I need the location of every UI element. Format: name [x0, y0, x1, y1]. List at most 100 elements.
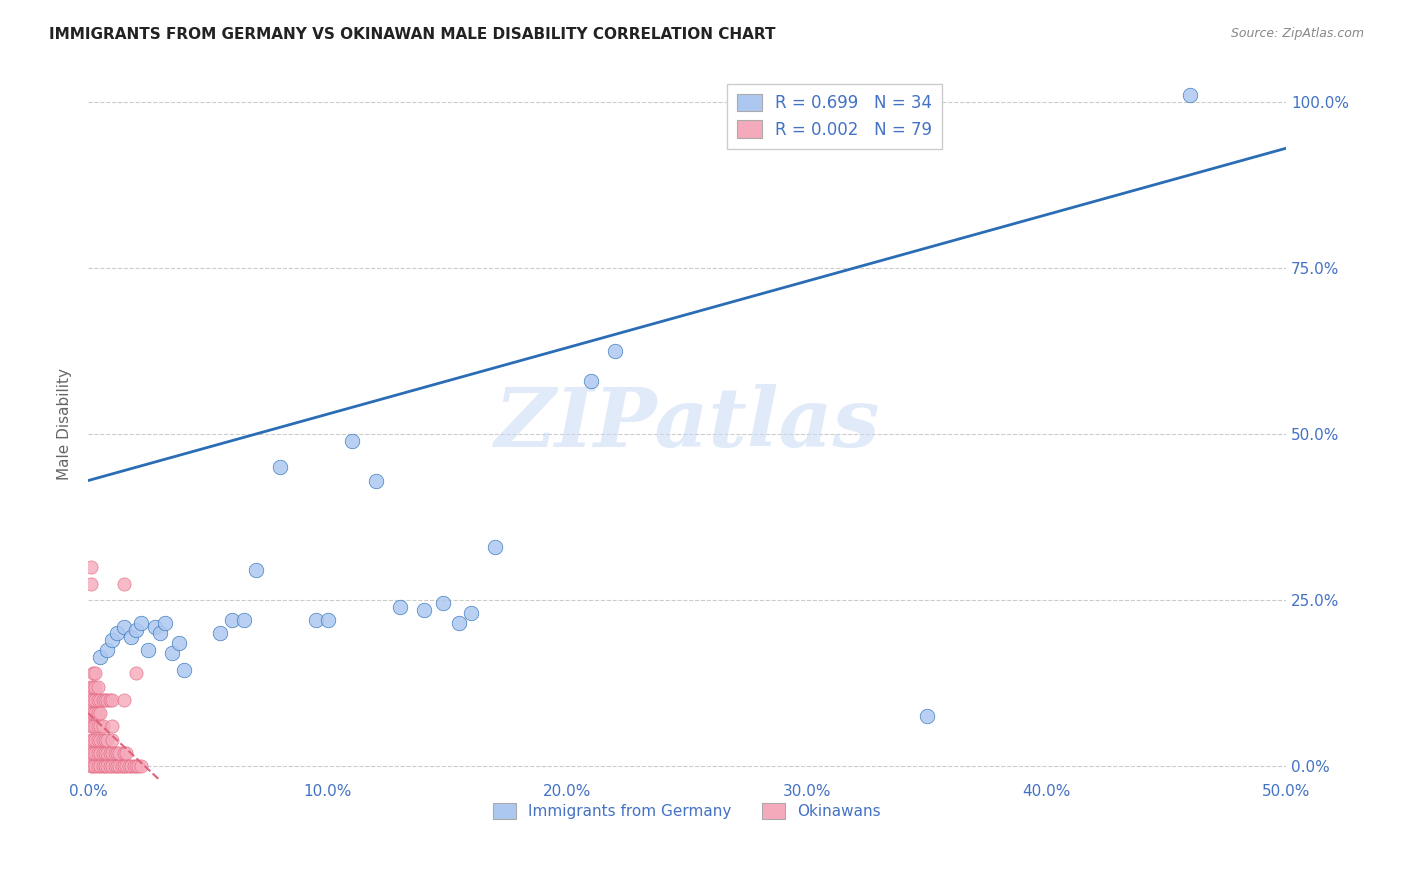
- Point: [94, 759, 117, 773]
- Point: [98, 693, 121, 707]
- Point: [89, 649, 111, 664]
- Point: [94, 732, 117, 747]
- Point: [388, 599, 411, 614]
- Point: [115, 759, 138, 773]
- Point: [115, 746, 138, 760]
- Point: [91, 719, 114, 733]
- Point: [101, 693, 124, 707]
- Point: [143, 620, 166, 634]
- Y-axis label: Male Disability: Male Disability: [58, 368, 72, 480]
- Point: [82, 719, 104, 733]
- Point: [581, 374, 603, 388]
- Point: [105, 759, 128, 773]
- Point: [245, 563, 267, 577]
- Point: [84, 706, 107, 720]
- Point: [84, 693, 107, 707]
- Point: [120, 759, 142, 773]
- Point: [87, 719, 110, 733]
- Point: [153, 616, 176, 631]
- Point: [79, 693, 101, 707]
- Point: [118, 759, 141, 773]
- Point: [112, 576, 135, 591]
- Point: [79, 680, 101, 694]
- Point: [167, 636, 190, 650]
- Point: [87, 746, 110, 760]
- Point: [84, 732, 107, 747]
- Point: [112, 620, 135, 634]
- Point: [89, 759, 111, 773]
- Point: [111, 759, 134, 773]
- Point: [96, 693, 118, 707]
- Point: [129, 616, 152, 631]
- Point: [101, 759, 124, 773]
- Point: [484, 540, 506, 554]
- Point: [91, 732, 114, 747]
- Point: [112, 746, 135, 760]
- Point: [125, 623, 148, 637]
- Point: [96, 643, 118, 657]
- Point: [173, 663, 195, 677]
- Point: [129, 759, 152, 773]
- Point: [89, 719, 111, 733]
- Point: [305, 613, 328, 627]
- Point: [89, 693, 111, 707]
- Point: [103, 746, 125, 760]
- Point: [79, 732, 101, 747]
- Point: [84, 719, 107, 733]
- Point: [127, 759, 149, 773]
- Point: [605, 343, 627, 358]
- Point: [432, 597, 454, 611]
- Point: [221, 613, 243, 627]
- Point: [108, 746, 131, 760]
- Point: [915, 709, 938, 723]
- Point: [82, 693, 104, 707]
- Point: [98, 759, 121, 773]
- Point: [120, 630, 142, 644]
- Point: [79, 576, 101, 591]
- Point: [460, 607, 482, 621]
- Point: [105, 626, 128, 640]
- Point: [79, 719, 101, 733]
- Text: ZIPatlas: ZIPatlas: [495, 384, 880, 464]
- Point: [101, 719, 124, 733]
- Point: [316, 613, 339, 627]
- Point: [91, 693, 114, 707]
- Point: [87, 759, 110, 773]
- Point: [79, 560, 101, 574]
- Point: [87, 680, 110, 694]
- Point: [112, 693, 135, 707]
- Point: [122, 759, 145, 773]
- Point: [101, 633, 124, 648]
- Point: [82, 666, 104, 681]
- Point: [89, 732, 111, 747]
- Point: [82, 706, 104, 720]
- Point: [105, 746, 128, 760]
- Legend: Immigrants from Germany, Okinawans: Immigrants from Germany, Okinawans: [486, 797, 887, 825]
- Point: [96, 746, 118, 760]
- Point: [87, 732, 110, 747]
- Point: [84, 759, 107, 773]
- Point: [89, 746, 111, 760]
- Point: [91, 759, 114, 773]
- Text: IMMIGRANTS FROM GERMANY VS OKINAWAN MALE DISABILITY CORRELATION CHART: IMMIGRANTS FROM GERMANY VS OKINAWAN MALE…: [49, 27, 776, 42]
- Point: [84, 666, 107, 681]
- Point: [98, 746, 121, 760]
- Point: [82, 759, 104, 773]
- Point: [101, 746, 124, 760]
- Point: [89, 706, 111, 720]
- Point: [125, 666, 148, 681]
- Point: [340, 434, 363, 448]
- Point: [96, 732, 118, 747]
- Point: [149, 626, 172, 640]
- Point: [82, 680, 104, 694]
- Point: [87, 706, 110, 720]
- Point: [79, 746, 101, 760]
- Point: [208, 626, 231, 640]
- Point: [94, 693, 117, 707]
- Point: [82, 746, 104, 760]
- Point: [112, 759, 135, 773]
- Point: [91, 746, 114, 760]
- Point: [94, 746, 117, 760]
- Point: [125, 759, 148, 773]
- Point: [1178, 88, 1201, 103]
